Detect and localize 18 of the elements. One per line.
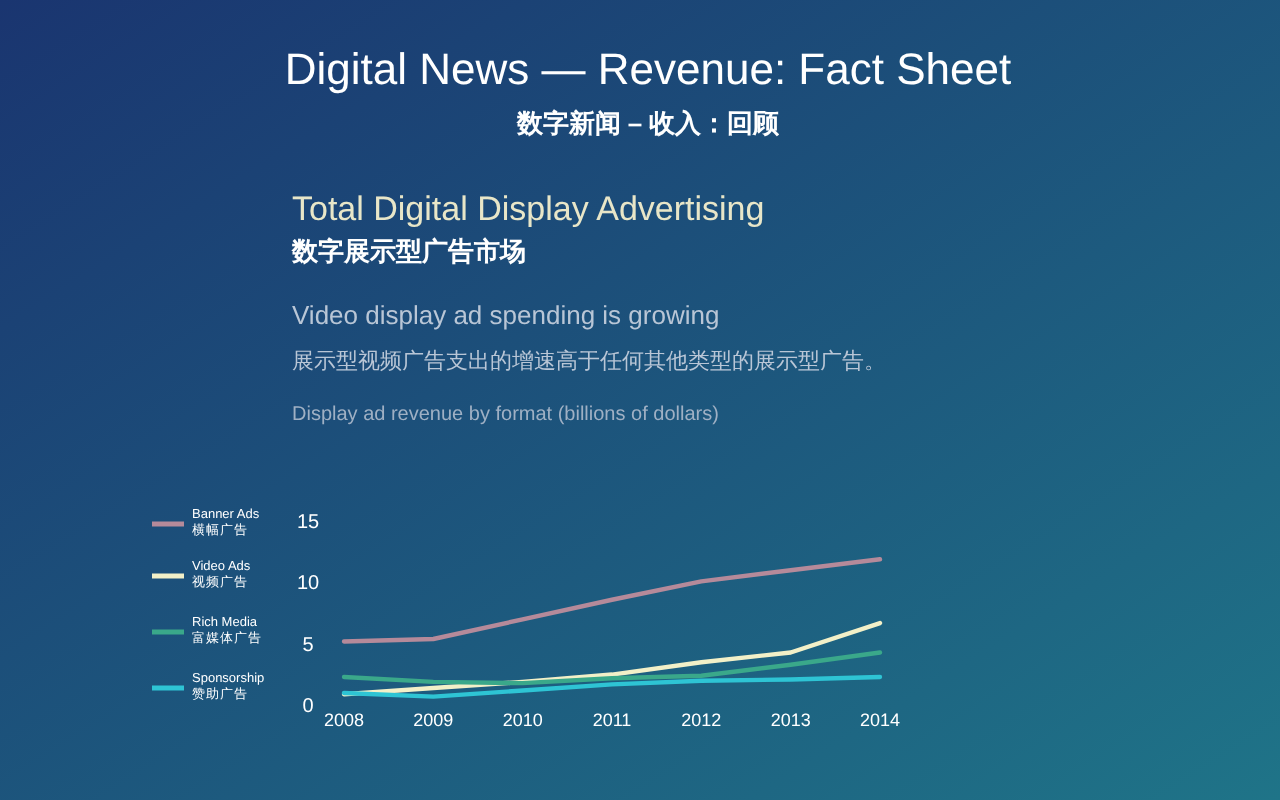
- y-tick-label: 15: [296, 512, 320, 534]
- text: Display ad revenue by format (billions of dollars): [292, 404, 719, 426]
- x-tick-label: 2014: [859, 710, 901, 730]
- x-tick-label: 2010: [502, 710, 543, 730]
- chart-subtitle: 数字新闻 – 收入：回顾: [514, 108, 782, 138]
- chart-title: Digital News — Revenue: Fact Sheet: [284, 44, 1012, 94]
- x-tick-label: 2011: [592, 710, 632, 730]
- text: 数字展示型广告市场: [290, 236, 526, 266]
- x-tick-label: 2008: [323, 710, 365, 730]
- text: Total Digital Display Advertising: [292, 190, 765, 228]
- text: Video display ad spending is growing: [292, 300, 720, 330]
- x-tick-label: 2013: [770, 710, 811, 730]
- text: 展示型视频广告支出的增速高于任何其他类型的展示型广告。: [292, 348, 886, 374]
- x-tick-label: 2009: [413, 710, 454, 730]
- x-tick-label: 2012: [681, 710, 722, 730]
- y-tick-label: 5: [302, 634, 315, 657]
- y-tick-label: 0: [302, 696, 315, 718]
- y-tick-label: 10: [296, 573, 320, 596]
